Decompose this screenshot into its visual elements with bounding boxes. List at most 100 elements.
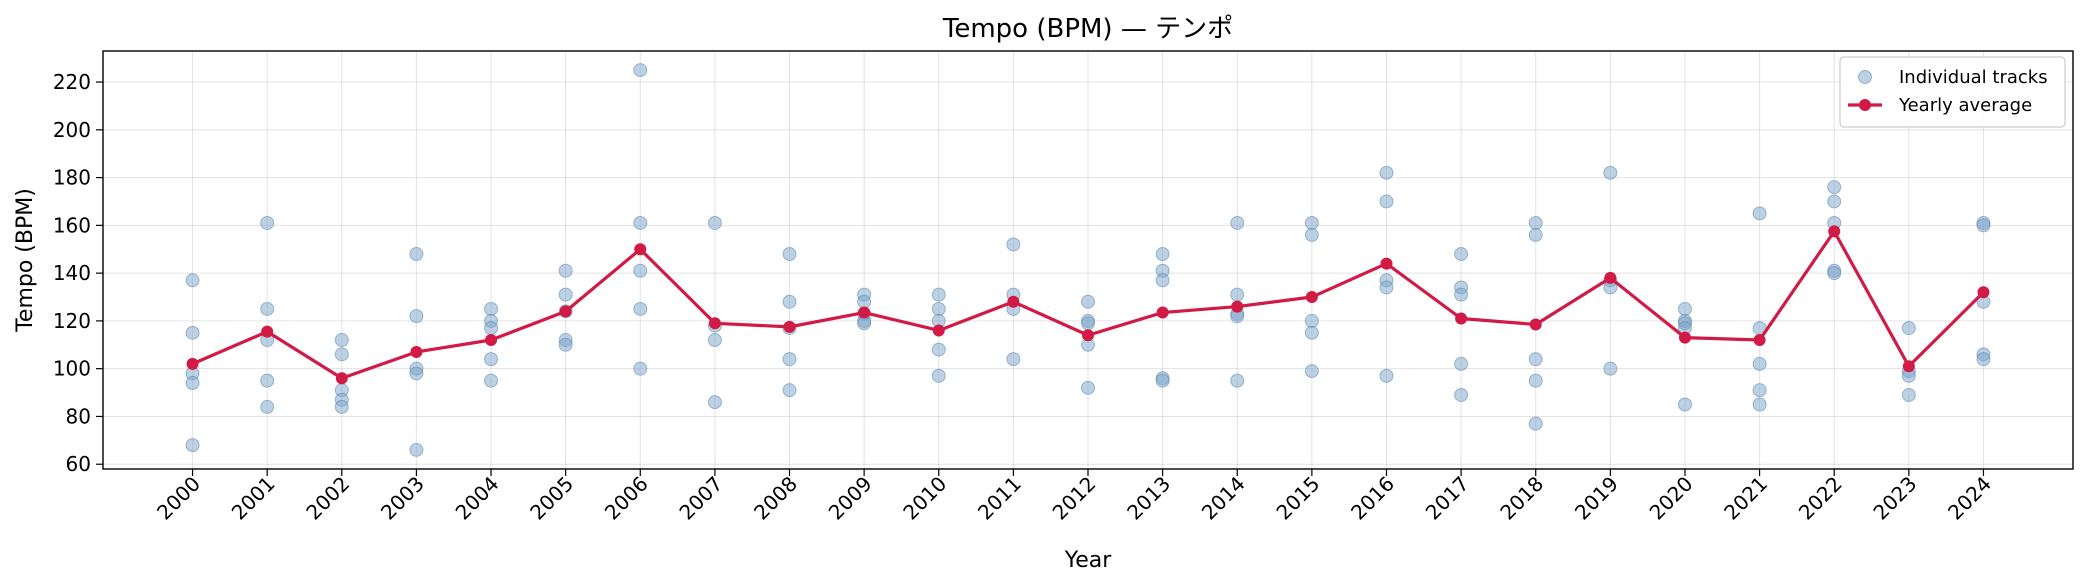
track-point: [260, 215, 275, 230]
y-tick-label: 120: [53, 309, 91, 333]
track-point: [1528, 373, 1543, 388]
x-tick-label: 2016: [1346, 472, 1399, 525]
yearly-average-line: [186, 225, 1990, 385]
track-point: [931, 342, 946, 357]
x-tick-label: 2000: [152, 472, 205, 525]
average-point: [858, 306, 871, 319]
legend: Individual tracks Yearly average: [1839, 56, 2066, 128]
legend-marker-average: [1859, 99, 1871, 111]
y-tick-label: 180: [53, 166, 91, 190]
y-tick-label: 220: [53, 70, 91, 94]
track-point: [1304, 313, 1319, 328]
track-point: [484, 352, 499, 367]
x-tick-label: 2023: [1868, 472, 1921, 525]
y-tick-label: 100: [53, 357, 91, 381]
track-point: [334, 347, 349, 362]
average-point: [1455, 312, 1468, 325]
track-point: [1603, 361, 1618, 376]
x-tick-label: 2003: [376, 472, 429, 525]
x-tick-label: 2006: [600, 472, 653, 525]
track-point: [633, 361, 648, 376]
y-tick-label: 160: [53, 213, 91, 237]
track-point: [633, 63, 648, 78]
track-point: [185, 325, 200, 340]
track-point: [1528, 227, 1543, 242]
average-point: [1305, 291, 1318, 304]
legend-marker-tracks: [1858, 70, 1872, 84]
track-point: [1752, 397, 1767, 412]
x-tick-label: 2007: [674, 472, 727, 525]
x-tick-label: 2009: [824, 472, 877, 525]
x-tick-label: 2018: [1495, 472, 1548, 525]
track-point: [1379, 194, 1394, 209]
legend-label-average: Yearly average: [1898, 95, 2032, 116]
average-point: [1156, 306, 1169, 319]
track-point: [334, 399, 349, 414]
track-point: [633, 301, 648, 316]
track-point: [1304, 227, 1319, 242]
track-point: [558, 287, 573, 302]
track-point: [1230, 373, 1245, 388]
track-point: [857, 316, 872, 331]
x-tick-label: 2014: [1197, 472, 1250, 525]
x-tick-label: 2019: [1570, 472, 1623, 525]
track-point: [1230, 215, 1245, 230]
track-point: [1528, 416, 1543, 431]
track-point: [1230, 287, 1245, 302]
track-point: [1752, 356, 1767, 371]
track-point: [409, 442, 424, 457]
track-point: [1677, 301, 1692, 316]
track-point: [782, 383, 797, 398]
track-point: [1081, 316, 1095, 331]
track-point: [558, 337, 573, 352]
track-point: [1081, 380, 1095, 395]
track-point: [409, 366, 424, 381]
track-point: [558, 263, 573, 278]
average-point: [186, 357, 199, 370]
average-point: [1007, 295, 1020, 308]
x-tick-label: 2010: [898, 472, 951, 525]
track-point: [1901, 321, 1916, 336]
x-tick-label: 2013: [1122, 472, 1175, 525]
y-tick-label: 200: [53, 118, 91, 142]
track-point: [707, 333, 722, 348]
track-point: [484, 321, 499, 336]
track-point: [1155, 373, 1170, 388]
track-point: [1528, 215, 1543, 230]
y-axis: 60 80 100 120 140 160 180 200 220: [53, 70, 103, 476]
track-point: [1454, 387, 1469, 402]
track-point: [484, 301, 499, 316]
track-point: [1827, 180, 1842, 195]
average-point: [1977, 286, 1990, 299]
track-point: [260, 399, 275, 414]
average-point: [1753, 334, 1766, 347]
track-point: [1454, 247, 1469, 262]
x-axis-label: Year: [1064, 548, 1113, 573]
track-point: [1752, 383, 1767, 398]
x-tick-label: 2008: [749, 472, 802, 525]
track-point: [1677, 397, 1692, 412]
track-point: [1528, 352, 1543, 367]
track-point: [1454, 287, 1469, 302]
track-point: [1155, 273, 1170, 288]
average-point: [932, 324, 945, 337]
track-point: [633, 263, 648, 278]
legend-box: [1839, 56, 2066, 128]
track-point: [931, 368, 946, 383]
y-tick-label: 140: [53, 261, 91, 285]
average-point: [1902, 360, 1915, 373]
track-point: [1006, 237, 1021, 252]
track-point: [707, 395, 722, 410]
x-tick-label: 2024: [1943, 472, 1996, 525]
track-point: [1379, 280, 1394, 295]
average-point: [1678, 331, 1691, 344]
track-point: [334, 333, 349, 348]
track-point: [1901, 387, 1916, 402]
track-point: [1006, 352, 1021, 367]
track-point: [260, 373, 275, 388]
average-point: [708, 317, 721, 330]
average-point: [1380, 257, 1393, 270]
y-tick-label: 60: [66, 452, 91, 476]
track-point: [1304, 215, 1319, 230]
track-point: [1827, 194, 1842, 209]
